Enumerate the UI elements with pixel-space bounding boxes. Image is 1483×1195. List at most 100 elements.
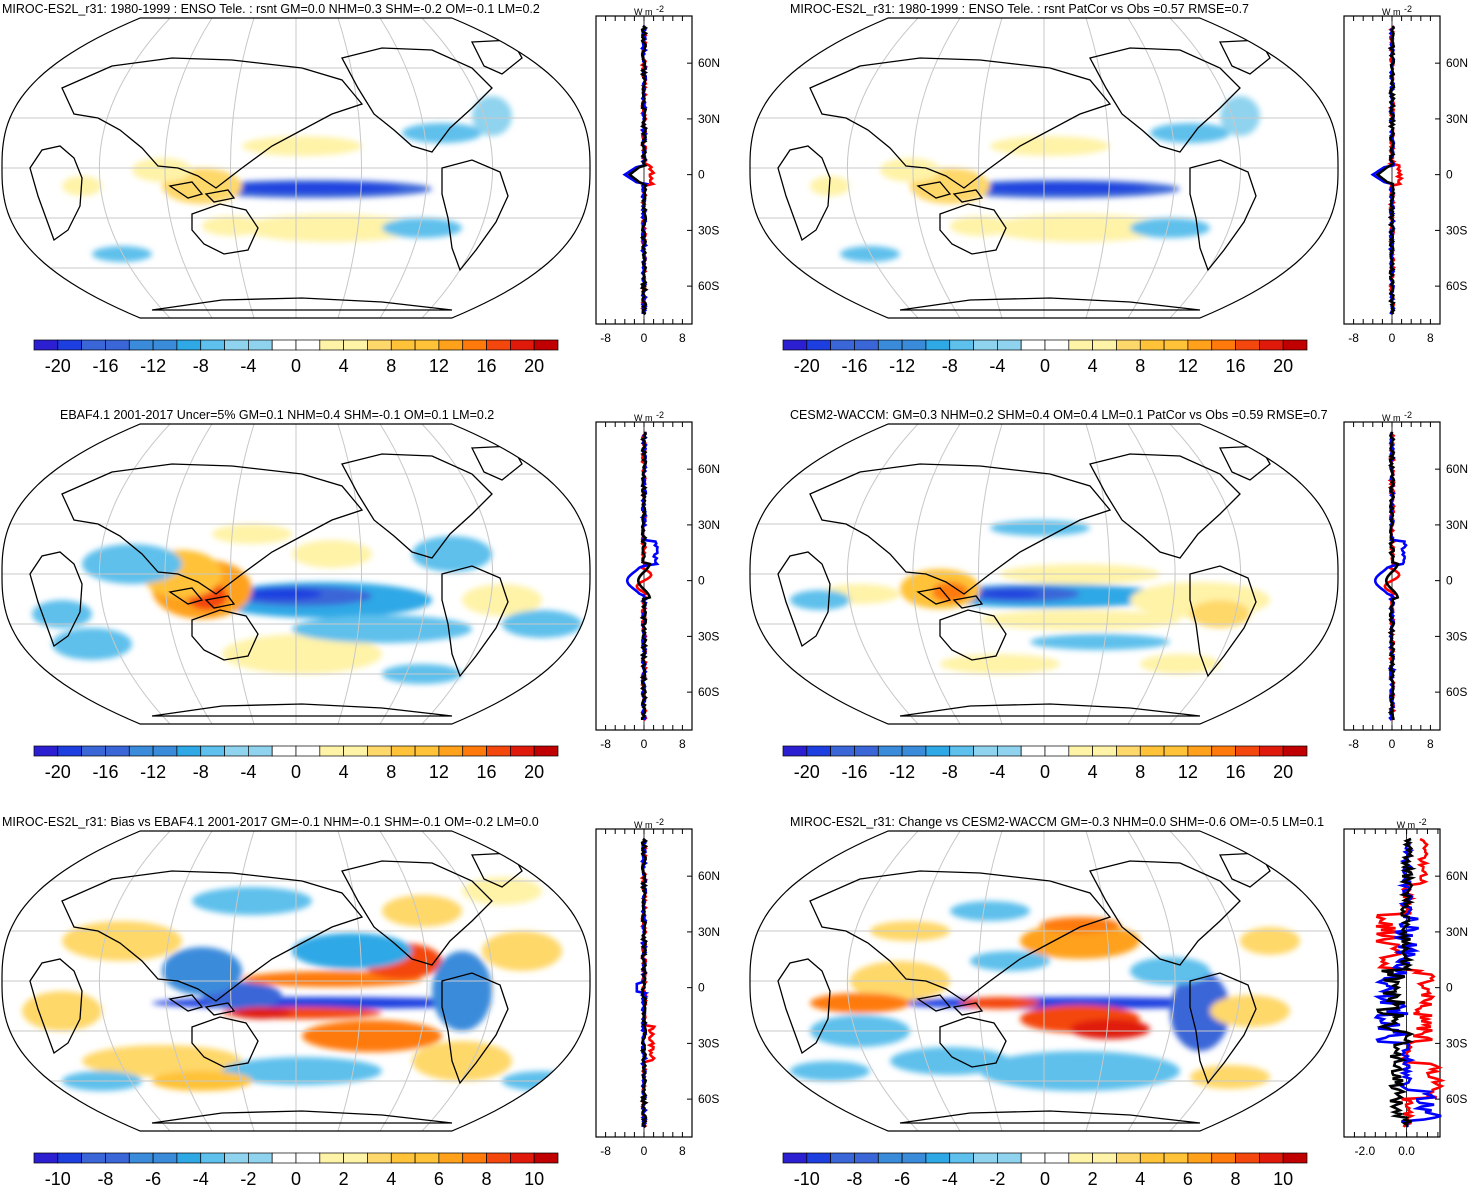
coast-antarctica — [899, 297, 1201, 311]
zonal-lat-label: 0 — [698, 574, 705, 588]
coast-australia — [939, 1016, 1007, 1068]
diff-profile-line — [639, 837, 649, 1129]
colorbar-swatch — [997, 339, 1022, 351]
coast-africa — [777, 958, 831, 1055]
colorbar-swatch — [486, 1152, 511, 1164]
anomaly-region — [1030, 634, 1170, 650]
colorbar-swatch — [830, 745, 855, 757]
colorbar-swatch — [152, 339, 178, 351]
colorbar-swatch — [1044, 339, 1070, 351]
coastlines — [777, 852, 1271, 1124]
coast-indonesia — [168, 587, 236, 609]
colorbar-swatch — [1211, 745, 1236, 757]
colorbar-swatch — [997, 1152, 1022, 1164]
colorbar-swatch — [901, 339, 927, 351]
colorbar-swatch — [1044, 1152, 1070, 1164]
anomaly-region — [242, 588, 322, 600]
colorbar-tick-label: -12 — [140, 356, 166, 376]
colorbar-swatch — [224, 339, 249, 351]
zonal-x-tick-label: 0 — [1389, 331, 1396, 345]
colorbar-swatch — [33, 745, 59, 757]
anomaly-region — [242, 136, 362, 156]
zonal-lat-label: 60N — [1446, 56, 1468, 70]
zonal-x-tick-label: 0 — [641, 331, 648, 345]
coast-north-america — [341, 860, 493, 966]
zonal-lat-label: 60N — [1446, 462, 1468, 476]
coast-australia — [939, 609, 1007, 661]
colorbar-swatch — [128, 339, 154, 351]
zonal-unit-exponent: -2 — [656, 410, 664, 420]
anomaly-region — [402, 123, 482, 143]
coast-north-america — [341, 453, 493, 559]
anomaly-region — [970, 951, 1050, 971]
colorbar-swatch — [1116, 1152, 1141, 1164]
colorbar-tick-label: 16 — [477, 356, 497, 376]
zonal-lat-label: 30N — [1446, 518, 1468, 532]
colorbar-tick-label: 16 — [1226, 356, 1246, 376]
zonal-x-tick-label: 0 — [1389, 737, 1396, 751]
colorbar-swatch — [1259, 339, 1284, 351]
anomaly-region — [292, 933, 412, 969]
colorbar-tick-label: 4 — [386, 1169, 396, 1189]
coast-africa — [29, 551, 83, 648]
colorbar-tick-label: -4 — [942, 1169, 958, 1189]
colorbar-swatch — [877, 1152, 903, 1164]
graticule — [2, 18, 590, 318]
colorbar-tick-label: 0 — [1040, 762, 1050, 782]
colorbar-swatch — [176, 339, 202, 351]
colorbar-tick-label: -2 — [989, 1169, 1005, 1189]
anomaly-region — [1020, 923, 1140, 959]
zonal-mean-profile: -8 0 8 W m -2 60N 30N 0 30S 60S — [595, 817, 720, 1158]
colorbar-tick-label: 12 — [429, 762, 449, 782]
anomaly-region — [242, 214, 422, 242]
anomaly-region — [132, 158, 192, 182]
zonal-lat-label: 60N — [698, 462, 720, 476]
coast-antarctica — [151, 703, 453, 717]
robinson-projection-map — [749, 17, 1339, 319]
colorbar-swatch — [176, 1152, 202, 1164]
coast-north-america — [341, 47, 493, 153]
panel-title: MIROC-ES2L_r31: Bias vs EBAF4.1 2001-201… — [2, 815, 539, 829]
zonal-lat-label: 0 — [1446, 574, 1453, 588]
colorbar-swatch — [925, 339, 951, 351]
colorbar-swatch — [1139, 1152, 1165, 1164]
colorbar-swatch — [343, 745, 368, 757]
map-border — [749, 830, 1339, 1132]
colorbar-swatch — [271, 1152, 297, 1164]
anomaly-region — [980, 1051, 1180, 1091]
anomaly-region — [790, 590, 850, 610]
colorbar-tick-label: -8 — [97, 1169, 113, 1189]
anomaly-region — [790, 1061, 870, 1081]
colorbar-swatch — [295, 745, 321, 757]
zonal-lat-label: 60N — [1446, 869, 1468, 883]
anomaly-region — [432, 951, 492, 1031]
colorbar-swatch — [390, 339, 416, 351]
zonal-lat-label: 30S — [698, 629, 719, 643]
map-border — [749, 17, 1339, 319]
zonal-unit-label: W m — [634, 820, 653, 830]
colorbar-tick-label: 10 — [524, 1169, 544, 1189]
zonal-x-tick-label: -8 — [600, 737, 611, 751]
colorbar-swatch — [438, 1152, 464, 1164]
colorbar-tick-label: 0 — [291, 762, 301, 782]
anomaly-region — [970, 183, 1150, 193]
anomaly-region — [880, 158, 940, 182]
zonal-x-tick-label: 8 — [679, 1144, 686, 1158]
colorbar-swatch — [997, 745, 1022, 757]
colorbar-swatch — [1187, 339, 1213, 351]
colorbar-swatch — [1020, 339, 1046, 351]
anomaly-region — [950, 216, 1010, 236]
graticule — [750, 18, 1338, 318]
colorbar-swatch — [782, 1152, 808, 1164]
colorbar-swatch — [901, 1152, 927, 1164]
anomaly-region — [1220, 96, 1260, 136]
anomaly-region — [32, 600, 92, 628]
colorbar-swatch — [1235, 339, 1260, 351]
zonal-lat-label: 30S — [698, 223, 719, 237]
colorbar-tick-label: 8 — [1231, 1169, 1241, 1189]
colorbar-tick-label: 0 — [1040, 1169, 1050, 1189]
colorbar-swatch — [1259, 745, 1284, 757]
zonal-lat-label: 0 — [1446, 168, 1453, 182]
zonal-lat-label: 60N — [698, 869, 720, 883]
coast-antarctica — [151, 1110, 453, 1124]
